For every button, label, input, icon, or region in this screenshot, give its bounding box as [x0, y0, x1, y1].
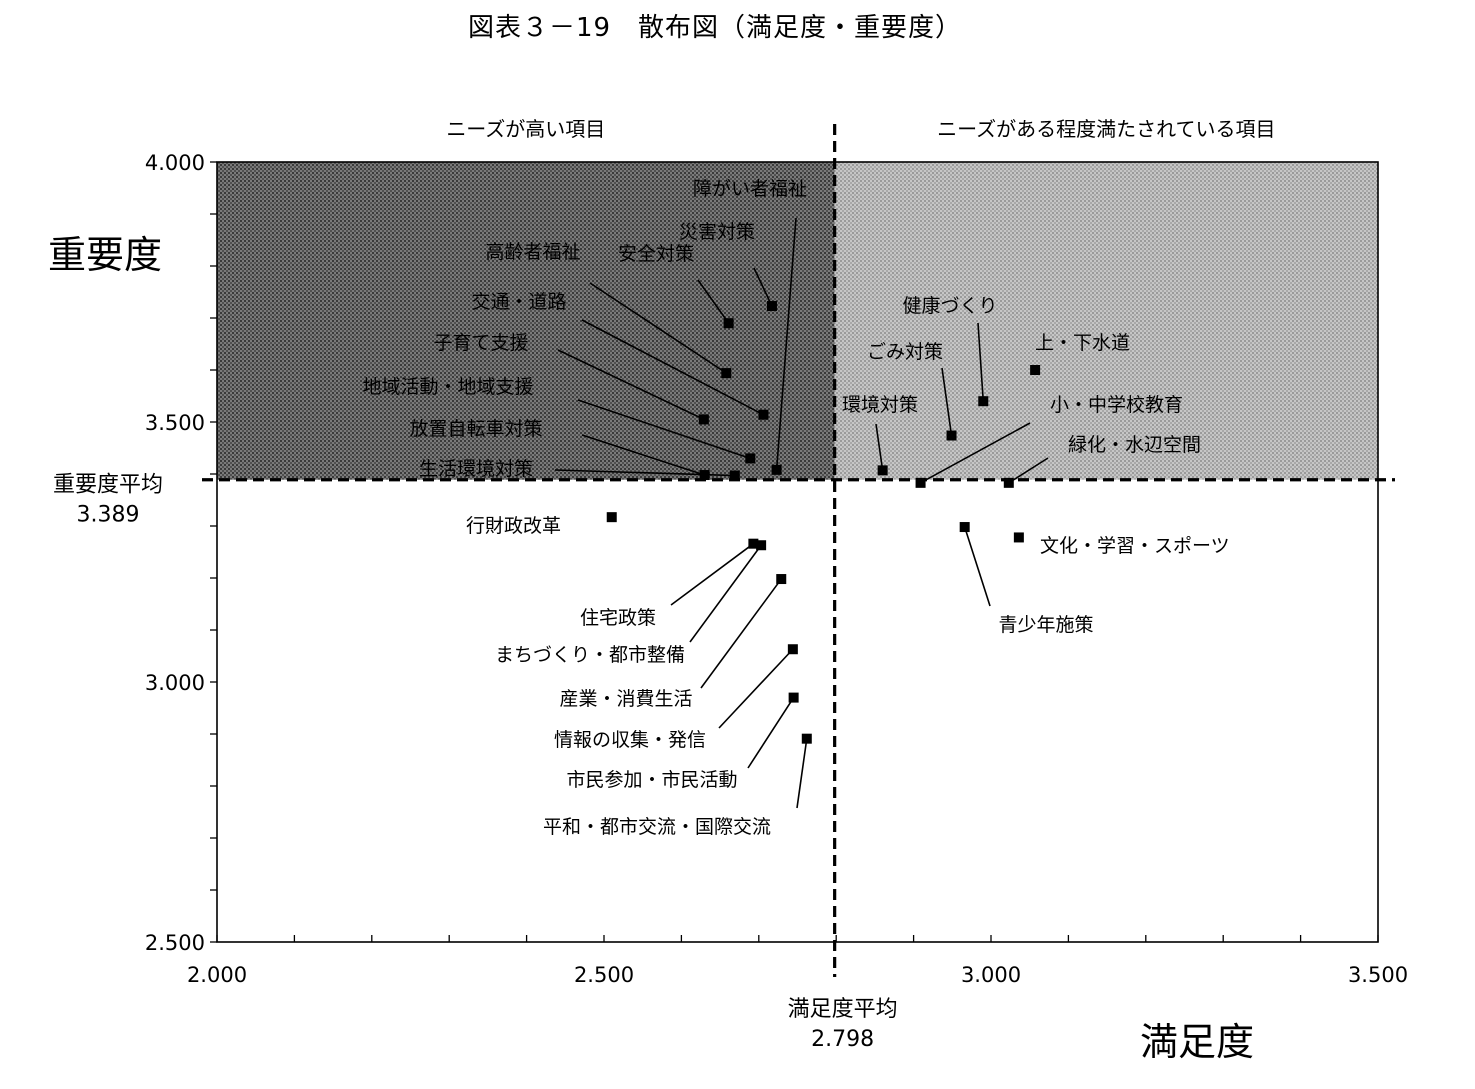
data-point: [721, 368, 732, 379]
data-point: [915, 477, 926, 488]
point-label: 文化・学習・スポーツ: [1040, 535, 1230, 557]
point-label: 生活環境対策: [419, 458, 533, 480]
leader-line: [1008, 457, 1049, 484]
leader-line: [697, 279, 730, 324]
point-label: 障がい者福祉: [693, 178, 807, 200]
importance-average-label: 重要度平均: [53, 473, 163, 498]
point-label: 高齢者福祉: [485, 241, 580, 263]
satisfied-need-region: [834, 162, 1378, 480]
point-label: 健康づくり: [902, 295, 997, 317]
point-label: ごみ対策: [867, 341, 943, 363]
y-axis-title: 重要度: [48, 233, 162, 277]
chart-title: 図表３－19 散布図（満足度・重要度）: [468, 13, 962, 43]
leader-line: [753, 267, 773, 307]
leader-line: [581, 434, 705, 476]
y-tick-label: 3.500: [145, 411, 205, 435]
satisfaction-average-value: 2.798: [811, 1027, 874, 1052]
point-label: 災害対策: [679, 221, 755, 243]
data-point: [729, 470, 740, 481]
leader-line: [670, 543, 754, 606]
point-label: 行財政改革: [466, 515, 561, 537]
point-label: 子育て支援: [433, 332, 528, 354]
leader-line: [747, 697, 795, 769]
leader-line: [589, 282, 727, 374]
point-label: 市民参加・市民活動: [566, 769, 737, 791]
data-point: [698, 414, 709, 425]
data-point: [756, 540, 767, 551]
data-point: [745, 453, 756, 464]
point-label: 産業・消費生活: [559, 688, 692, 710]
quadrant-label-high-need: ニーズが高い項目: [446, 117, 605, 141]
x-tick-label: 2.500: [574, 963, 634, 987]
data-point: [801, 733, 812, 744]
leader-line: [963, 526, 991, 607]
leader-line: [941, 367, 953, 436]
plot-border: [216, 161, 1379, 943]
x-tick-label: 2.000: [187, 963, 247, 987]
data-point: [1003, 477, 1014, 488]
data-point: [766, 301, 777, 312]
y-tick-label: 2.500: [145, 931, 205, 955]
leader-line: [700, 578, 782, 689]
point-label: 緑化・水辺空間: [1068, 434, 1201, 456]
data-point: [787, 644, 798, 655]
x-axis-title: 満足度: [1140, 1020, 1254, 1064]
point-label: 環境対策: [842, 394, 918, 416]
data-point: [946, 430, 957, 441]
leader-line: [775, 217, 797, 470]
y-tick-label: 4.000: [145, 151, 205, 175]
point-label: 上・下水道: [1035, 332, 1130, 354]
leader-line: [577, 399, 751, 460]
data-point: [606, 512, 617, 523]
leader-line: [875, 423, 884, 471]
plot-frame: [216, 161, 1379, 943]
x-tick-label: 3.000: [961, 963, 1021, 987]
y-tick-label: 3.000: [145, 671, 205, 695]
leader-line: [977, 322, 985, 402]
point-label: 安全対策: [618, 243, 694, 265]
point-label: 交通・道路: [471, 291, 566, 313]
point-label: 青少年施策: [998, 614, 1093, 636]
point-label: 情報の収集・発信: [554, 729, 706, 751]
data-point: [748, 538, 759, 549]
point-label: 放置自転車対策: [409, 418, 542, 440]
leader-line: [718, 648, 794, 729]
data-point: [877, 465, 888, 476]
point-label: 小・中学校教育: [1050, 394, 1183, 416]
leader-line: [557, 349, 705, 421]
leader-line: [689, 544, 762, 643]
data-point: [771, 464, 782, 475]
data-point: [758, 409, 769, 420]
leader-line: [796, 738, 808, 809]
leader-line: [581, 319, 764, 416]
data-point: [978, 396, 989, 407]
data-point: [1030, 365, 1041, 375]
importance-average-value: 3.389: [77, 503, 140, 528]
satisfaction-average-label: 満足度平均: [788, 997, 898, 1022]
data-point: [959, 522, 970, 533]
data-point: [723, 318, 734, 329]
x-tick-label: 3.500: [1348, 963, 1408, 987]
leader-line: [920, 422, 1031, 484]
point-label: 住宅政策: [580, 607, 656, 629]
data-point: [776, 574, 787, 585]
point-label: 地域活動・地域支援: [362, 376, 533, 398]
point-label: まちづくり・都市整備: [495, 644, 685, 666]
point-label: 平和・都市交流・国際交流: [543, 816, 771, 838]
data-point: [1013, 532, 1024, 543]
data-point: [788, 692, 799, 703]
data-point: [699, 470, 710, 481]
quadrant-label-satisfied-need: ニーズがある程度満たされている項目: [937, 117, 1275, 141]
